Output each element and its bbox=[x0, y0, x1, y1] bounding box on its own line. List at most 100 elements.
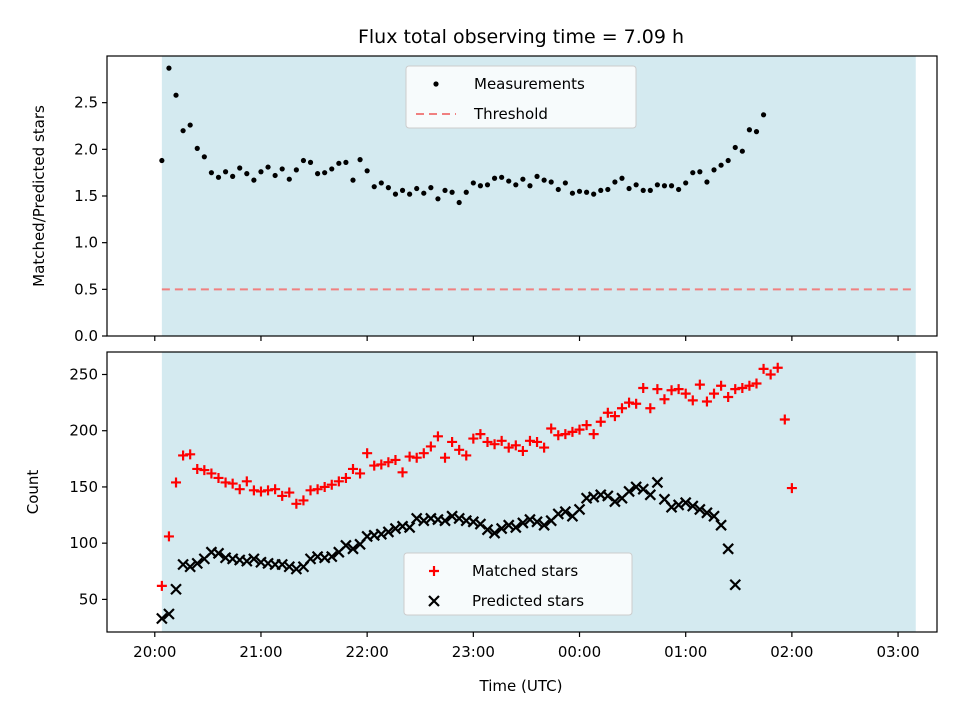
data-point bbox=[163, 608, 175, 620]
data-point bbox=[265, 164, 271, 170]
y-tick-label: 200 bbox=[69, 422, 98, 440]
data-point bbox=[591, 191, 597, 197]
data-point bbox=[227, 478, 238, 489]
data-point bbox=[213, 472, 224, 483]
data-point bbox=[230, 173, 236, 179]
data-point bbox=[482, 436, 493, 447]
data-point bbox=[212, 547, 225, 560]
bottom-panel: 50 100 150 200 250 20:00 21:00 22:00 23:00 00:00 0… bbox=[24, 351, 938, 661]
data-point bbox=[439, 514, 451, 527]
data-point bbox=[244, 171, 250, 177]
data-point bbox=[527, 183, 533, 189]
data-point bbox=[739, 148, 745, 154]
y-tick-label: 1.0 bbox=[74, 234, 98, 252]
axes-frame bbox=[106, 351, 938, 633]
data-point bbox=[290, 563, 303, 575]
data-point bbox=[644, 489, 657, 501]
data-point bbox=[772, 362, 783, 373]
data-point bbox=[546, 423, 557, 434]
legend-box bbox=[403, 552, 633, 616]
data-point bbox=[548, 179, 554, 185]
data-point bbox=[463, 189, 469, 195]
legend-label: Measurements bbox=[474, 75, 585, 93]
data-point bbox=[447, 436, 458, 447]
y-tick-label: 50 bbox=[79, 590, 98, 608]
data-point bbox=[626, 185, 632, 192]
data-point bbox=[171, 477, 182, 488]
data-point bbox=[208, 170, 215, 176]
data-point bbox=[449, 189, 455, 195]
data-point bbox=[631, 398, 642, 409]
data-point bbox=[446, 510, 458, 522]
data-point bbox=[300, 157, 307, 164]
data-point bbox=[389, 522, 402, 535]
data-point bbox=[598, 187, 604, 193]
data-point bbox=[517, 445, 528, 456]
data-point bbox=[470, 180, 476, 186]
legend-marker bbox=[428, 595, 440, 607]
data-point bbox=[513, 182, 519, 188]
data-point bbox=[425, 441, 436, 452]
data-point bbox=[652, 384, 663, 395]
data-point bbox=[355, 468, 366, 479]
data-point bbox=[481, 523, 494, 536]
series-measurements bbox=[159, 65, 767, 206]
data-point bbox=[553, 430, 564, 441]
data-point bbox=[679, 496, 692, 509]
data-point bbox=[708, 510, 720, 522]
data-point bbox=[305, 485, 316, 496]
data-point bbox=[340, 539, 352, 552]
data-point bbox=[251, 177, 257, 183]
data-point bbox=[744, 380, 755, 391]
data-point bbox=[588, 429, 599, 440]
x-tick-label: 21:00 bbox=[239, 643, 282, 661]
data-point bbox=[215, 174, 222, 180]
data-point bbox=[697, 169, 703, 175]
data-point bbox=[178, 450, 189, 461]
data-point bbox=[718, 162, 724, 168]
x-tick-label: 02:00 bbox=[770, 643, 813, 661]
data-point bbox=[502, 519, 515, 531]
data-point bbox=[410, 512, 423, 525]
data-point bbox=[779, 414, 790, 425]
data-point bbox=[576, 188, 583, 194]
data-point bbox=[524, 435, 535, 446]
data-point bbox=[704, 179, 710, 185]
data-point bbox=[362, 448, 373, 459]
data-point bbox=[723, 391, 734, 402]
data-point bbox=[156, 580, 167, 591]
data-point bbox=[314, 171, 321, 177]
data-point bbox=[407, 191, 413, 197]
series-predicted-stars bbox=[156, 476, 742, 625]
data-point bbox=[651, 476, 664, 489]
legend: Measurements Threshold bbox=[405, 65, 637, 129]
data-point bbox=[711, 167, 717, 173]
data-point bbox=[539, 442, 550, 453]
data-point bbox=[382, 526, 395, 538]
data-point bbox=[737, 382, 748, 393]
data-point bbox=[722, 543, 734, 555]
data-point bbox=[418, 514, 430, 527]
data-point bbox=[201, 154, 207, 160]
data-point bbox=[640, 187, 646, 193]
data-point bbox=[364, 168, 370, 174]
data-point bbox=[753, 129, 760, 135]
data-point bbox=[442, 187, 448, 193]
legend-box bbox=[405, 65, 637, 129]
data-point bbox=[428, 185, 434, 191]
data-point bbox=[286, 176, 292, 182]
data-point bbox=[340, 472, 351, 483]
data-point bbox=[248, 553, 260, 565]
data-point bbox=[623, 485, 635, 498]
legend-label: Predicted stars bbox=[472, 592, 584, 610]
data-point bbox=[517, 517, 529, 529]
data-point bbox=[701, 396, 712, 407]
data-point bbox=[468, 433, 479, 444]
data-point bbox=[376, 459, 387, 470]
data-point bbox=[411, 452, 422, 463]
data-point bbox=[403, 521, 416, 534]
legend: Matched stars Predicted stars bbox=[403, 552, 633, 616]
data-point bbox=[687, 395, 698, 406]
data-point bbox=[166, 65, 172, 71]
